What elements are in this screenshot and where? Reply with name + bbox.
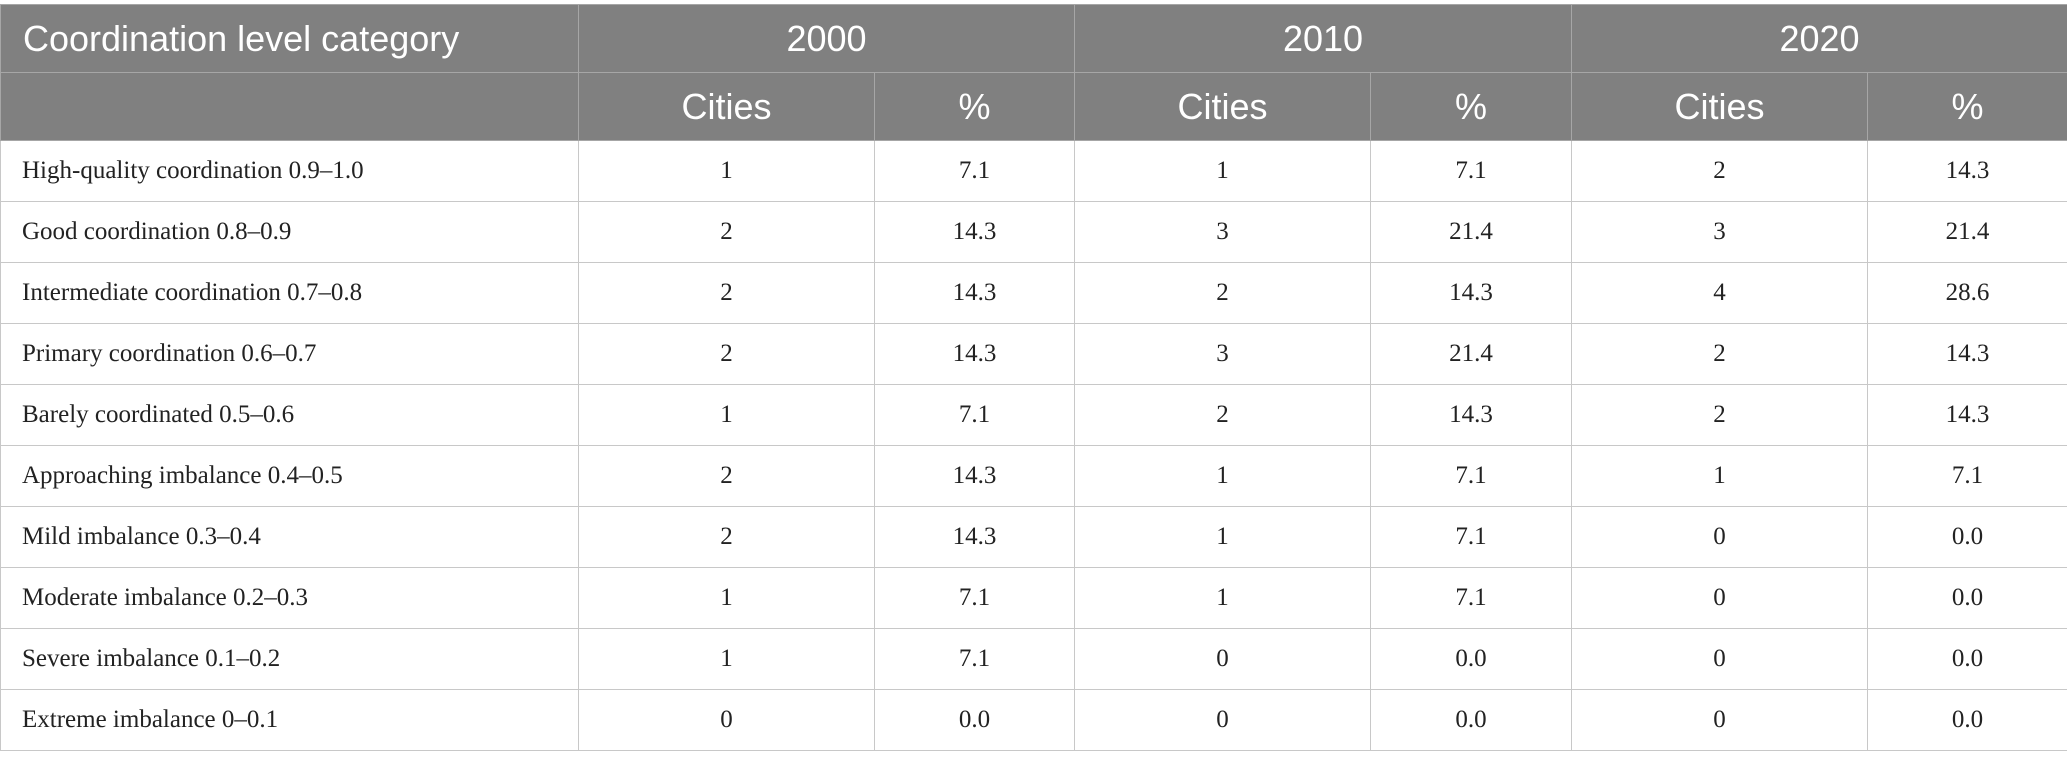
cities-2000-cell: 1: [578, 628, 875, 690]
category-cell: Extreme imbalance 0–0.1: [0, 689, 579, 751]
pct-2010-cell: 21.4: [1370, 201, 1572, 263]
table-row: Good coordination 0.8–0.9 2 14.3 3 21.4 …: [0, 201, 2067, 263]
cities-2000-cell: 1: [578, 140, 875, 202]
cities-2020-cell: 0: [1571, 689, 1868, 751]
cities-2010-cell: 1: [1074, 506, 1371, 568]
pct-2020-cell: 0.0: [1867, 689, 2067, 751]
pct-2010-cell: 14.3: [1370, 262, 1572, 324]
category-cell: Mild imbalance 0.3–0.4: [0, 506, 579, 568]
cities-2010-cell: 1: [1074, 445, 1371, 507]
table-row: High-quality coordination 0.9–1.0 1 7.1 …: [0, 140, 2067, 202]
cities-2020-cell: 2: [1571, 140, 1868, 202]
pct-2020-cell: 28.6: [1867, 262, 2067, 324]
cities-2010-cell: 3: [1074, 201, 1371, 263]
pct-2020-cell: 0.0: [1867, 628, 2067, 690]
table-row: Mild imbalance 0.3–0.4 2 14.3 1 7.1 0 0.…: [0, 506, 2067, 568]
cities-2000-cell: 1: [578, 384, 875, 446]
pct-2000-cell: 14.3: [874, 262, 1075, 324]
pct-2000-cell: 14.3: [874, 506, 1075, 568]
table-row: Severe imbalance 0.1–0.2 1 7.1 0 0.0 0 0…: [0, 628, 2067, 690]
header-pct-2020: %: [1867, 72, 2067, 141]
cities-2020-cell: 2: [1571, 323, 1868, 385]
cities-2000-cell: 2: [578, 506, 875, 568]
pct-2000-cell: 7.1: [874, 567, 1075, 629]
header-cities-2010: Cities: [1074, 72, 1371, 141]
cities-2000-cell: 0: [578, 689, 875, 751]
pct-2000-cell: 0.0: [874, 689, 1075, 751]
cities-2010-cell: 1: [1074, 567, 1371, 629]
header-blank: [0, 72, 579, 141]
cities-2010-cell: 2: [1074, 384, 1371, 446]
cities-2000-cell: 2: [578, 445, 875, 507]
cities-2000-cell: 1: [578, 567, 875, 629]
pct-2020-cell: 21.4: [1867, 201, 2067, 263]
cities-2010-cell: 3: [1074, 323, 1371, 385]
pct-2020-cell: 0.0: [1867, 506, 2067, 568]
table-row: Extreme imbalance 0–0.1 0 0.0 0 0.0 0 0.…: [0, 689, 2067, 751]
table-header: Coordination level category 2000 2010 20…: [0, 4, 2067, 141]
table-row: Intermediate coordination 0.7–0.8 2 14.3…: [0, 262, 2067, 324]
coordination-table: Coordination level category 2000 2010 20…: [0, 4, 2067, 751]
category-cell: Good coordination 0.8–0.9: [0, 201, 579, 263]
header-year-2000: 2000: [578, 4, 1075, 73]
pct-2010-cell: 7.1: [1370, 567, 1572, 629]
cities-2010-cell: 2: [1074, 262, 1371, 324]
header-category: Coordination level category: [0, 4, 579, 73]
category-cell: Severe imbalance 0.1–0.2: [0, 628, 579, 690]
pct-2020-cell: 7.1: [1867, 445, 2067, 507]
cities-2020-cell: 0: [1571, 567, 1868, 629]
pct-2000-cell: 14.3: [874, 445, 1075, 507]
header-cities-2020: Cities: [1571, 72, 1868, 141]
table-row: Primary coordination 0.6–0.7 2 14.3 3 21…: [0, 323, 2067, 385]
pct-2000-cell: 14.3: [874, 323, 1075, 385]
pct-2010-cell: 7.1: [1370, 506, 1572, 568]
pct-2010-cell: 7.1: [1370, 445, 1572, 507]
table-row: Moderate imbalance 0.2–0.3 1 7.1 1 7.1 0…: [0, 567, 2067, 629]
cities-2020-cell: 1: [1571, 445, 1868, 507]
cities-2010-cell: 0: [1074, 628, 1371, 690]
pct-2000-cell: 7.1: [874, 140, 1075, 202]
pct-2000-cell: 14.3: [874, 201, 1075, 263]
pct-2010-cell: 0.0: [1370, 689, 1572, 751]
cities-2010-cell: 1: [1074, 140, 1371, 202]
header-pct-2000: %: [874, 72, 1075, 141]
category-cell: Moderate imbalance 0.2–0.3: [0, 567, 579, 629]
cities-2000-cell: 2: [578, 201, 875, 263]
category-cell: High-quality coordination 0.9–1.0: [0, 140, 579, 202]
table-row: Barely coordinated 0.5–0.6 1 7.1 2 14.3 …: [0, 384, 2067, 446]
header-year-2010: 2010: [1074, 4, 1572, 73]
header-row-sub: Cities % Cities % Cities %: [0, 72, 2067, 141]
cities-2000-cell: 2: [578, 262, 875, 324]
pct-2020-cell: 14.3: [1867, 140, 2067, 202]
pct-2000-cell: 7.1: [874, 384, 1075, 446]
cities-2020-cell: 3: [1571, 201, 1868, 263]
table-row: Approaching imbalance 0.4–0.5 2 14.3 1 7…: [0, 445, 2067, 507]
cities-2020-cell: 4: [1571, 262, 1868, 324]
pct-2010-cell: 7.1: [1370, 140, 1572, 202]
cities-2020-cell: 0: [1571, 506, 1868, 568]
category-cell: Approaching imbalance 0.4–0.5: [0, 445, 579, 507]
cities-2010-cell: 0: [1074, 689, 1371, 751]
pct-2020-cell: 14.3: [1867, 384, 2067, 446]
pct-2010-cell: 14.3: [1370, 384, 1572, 446]
category-cell: Barely coordinated 0.5–0.6: [0, 384, 579, 446]
cities-2000-cell: 2: [578, 323, 875, 385]
category-cell: Intermediate coordination 0.7–0.8: [0, 262, 579, 324]
header-row-years: Coordination level category 2000 2010 20…: [0, 4, 2067, 73]
cities-2020-cell: 0: [1571, 628, 1868, 690]
category-cell: Primary coordination 0.6–0.7: [0, 323, 579, 385]
cities-2020-cell: 2: [1571, 384, 1868, 446]
pct-2000-cell: 7.1: [874, 628, 1075, 690]
pct-2020-cell: 0.0: [1867, 567, 2067, 629]
pct-2020-cell: 14.3: [1867, 323, 2067, 385]
pct-2010-cell: 0.0: [1370, 628, 1572, 690]
header-cities-2000: Cities: [578, 72, 875, 141]
pct-2010-cell: 21.4: [1370, 323, 1572, 385]
table-body: High-quality coordination 0.9–1.0 1 7.1 …: [0, 140, 2067, 751]
header-year-2020: 2020: [1571, 4, 2067, 73]
header-pct-2010: %: [1370, 72, 1572, 141]
